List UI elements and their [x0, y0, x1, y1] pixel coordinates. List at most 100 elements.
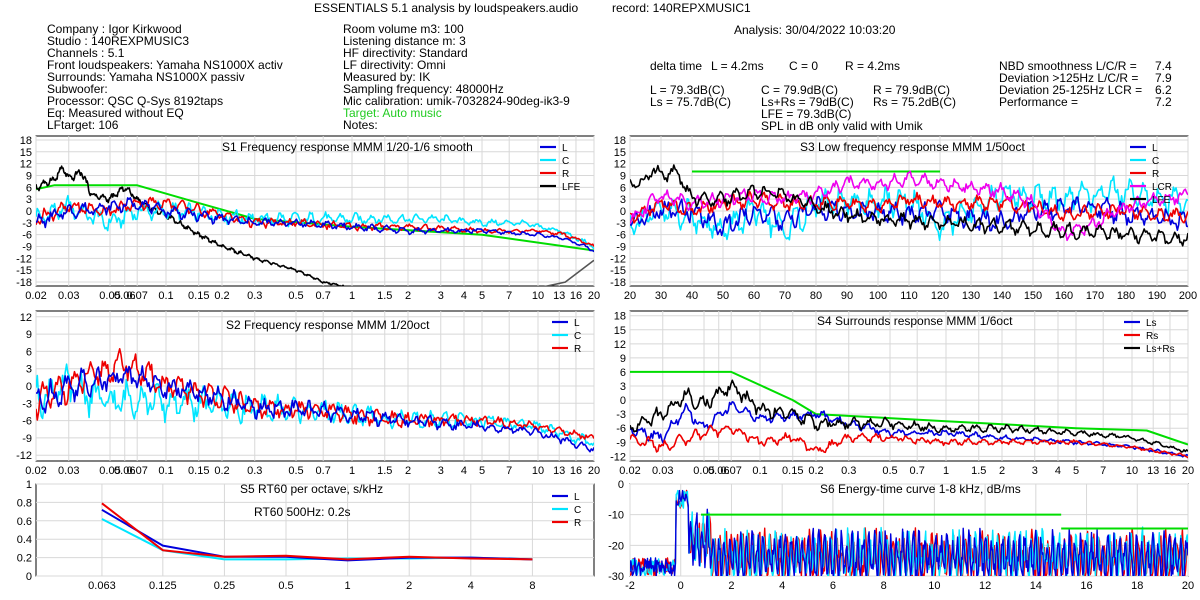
x-tick-label: 10: [532, 290, 544, 302]
y-tick-label: 15: [20, 147, 32, 159]
chart-title: S2 Frequency response MMM 1/20oct: [226, 318, 430, 332]
info-channels: Channels : 5.1: [47, 46, 125, 60]
x-tick-label: 3: [438, 465, 444, 477]
x-tick-label: 50: [717, 290, 729, 302]
x-tick-label: 0.15: [188, 465, 209, 477]
legend-label-C: C: [562, 156, 569, 167]
info-measured-by: Measured by: IK: [343, 70, 431, 84]
y-tick-label: 0: [26, 206, 32, 218]
x-tick-label: 10: [532, 465, 544, 477]
y-tick-label: 6: [26, 182, 32, 194]
y-tick-label: -9: [22, 433, 32, 445]
x-tick-label: 0.5: [278, 580, 293, 592]
y-tick-label: 12: [20, 159, 32, 171]
x-tick-label: 13: [1147, 465, 1159, 477]
series-L: [36, 197, 594, 253]
info-company: Company : Igor Kirkwood: [47, 22, 182, 36]
y-tick-label: -12: [610, 451, 626, 463]
x-tick-label: 0.15: [188, 290, 209, 302]
y-tick-label: 12: [20, 312, 32, 324]
x-tick-label: 0.125: [149, 580, 177, 592]
metric-dev125-label: Deviation >125Hz L/C/R =: [999, 71, 1139, 85]
y-tick-label: 3: [620, 194, 626, 206]
x-tick-label: 70: [779, 290, 791, 302]
spl-Ls: Ls = 75.7dB(C): [650, 95, 732, 109]
x-tick-label: 0.02: [25, 290, 46, 302]
info-studio: Studio : 140REXPMUSIC3: [47, 34, 190, 48]
x-tick-label: 4: [1055, 465, 1061, 477]
x-tick-label: 10: [928, 580, 940, 592]
y-tick-label: 18: [614, 311, 626, 323]
x-tick-label: 4: [461, 465, 467, 477]
legend-label-Ls: Ls: [1146, 318, 1157, 329]
legend-label-LCR: LCR: [1152, 182, 1172, 193]
series-L: [36, 365, 594, 453]
y-tick-label: -6: [22, 230, 32, 242]
x-tick-label: 0.06: [114, 465, 135, 477]
x-tick-label: 0.063: [88, 580, 116, 592]
x-tick-label: 1: [349, 465, 355, 477]
x-tick-label: 0.06: [708, 465, 729, 477]
plot-area: [101, 502, 533, 562]
y-tick-label: -3: [22, 398, 32, 410]
x-tick-label: 20: [1182, 465, 1194, 477]
info-mic-calibration: Mic calibration: umik-7032824-90deg-ik3-…: [343, 94, 570, 108]
metric-dev125-value: 7.9: [1155, 71, 1172, 85]
x-tick-label: 4: [468, 580, 474, 592]
x-tick-label: 30: [655, 290, 667, 302]
legend-label-LFE: LFE: [1152, 195, 1171, 206]
y-tick-label: 15: [614, 325, 626, 337]
y-tick-label: 3: [26, 194, 32, 206]
x-tick-label: 20: [588, 290, 600, 302]
x-tick-label: 2: [405, 465, 411, 477]
series-R: [36, 196, 594, 247]
legend-label-L: L: [562, 143, 568, 154]
x-tick-label: 1: [345, 580, 351, 592]
legend-label-C: C: [574, 331, 581, 342]
x-tick-label: 0.3: [841, 465, 856, 477]
y-tick-label: 0.8: [17, 497, 32, 509]
y-tick-label: 3: [26, 364, 32, 376]
x-tick-label: 14: [1030, 580, 1042, 592]
x-tick-label: 6: [830, 580, 836, 592]
analysis-date: Analysis: 30/04/2022 10:03:20: [734, 23, 896, 37]
x-tick-label: 0.02: [25, 465, 46, 477]
x-tick-label: 16: [1164, 465, 1176, 477]
x-tick-label: 13: [553, 465, 565, 477]
chart-S3: 20 30 40 50 60 70 80 90 100 110 120 130 140 150 160 170…: [610, 135, 1197, 302]
x-tick-label: 16: [1080, 580, 1092, 592]
legend-label-C: C: [1152, 156, 1159, 167]
y-tick-label: 6: [26, 346, 32, 358]
x-tick-label: 0.07: [126, 290, 147, 302]
spl-LsRs: Ls+Rs = 79dB(C): [761, 95, 854, 109]
x-tick-label: 18: [1131, 580, 1143, 592]
legend-label-Rs: Rs: [1146, 331, 1158, 342]
x-tick-label: 1: [349, 290, 355, 302]
info-sampling: Sampling frequency: 48000Hz: [343, 82, 504, 96]
series-R: [630, 190, 1188, 224]
x-tick-label: 110: [900, 290, 918, 302]
y-tick-label: 12: [614, 159, 626, 171]
y-tick-label: 15: [614, 147, 626, 159]
x-tick-label: 20: [624, 290, 636, 302]
x-tick-label: 0.5: [288, 290, 303, 302]
series-LCR: [630, 170, 1188, 242]
spl-L: L = 79.3dB(C): [650, 83, 725, 97]
legend-label-R: R: [574, 518, 581, 529]
x-tick-label: 0.7: [910, 465, 925, 477]
y-tick-label: -12: [16, 450, 32, 462]
x-tick-label: 16: [570, 465, 582, 477]
x-tick-label: 180: [1117, 290, 1135, 302]
x-tick-label: 3: [1032, 465, 1038, 477]
y-tick-label: -30: [608, 571, 624, 583]
x-tick-label: 0.07: [126, 465, 147, 477]
info-eq: Eq: Measured without EQ: [47, 106, 184, 120]
x-tick-label: 20: [588, 465, 600, 477]
x-tick-label: 60: [748, 290, 760, 302]
x-tick-label: 0.5: [288, 465, 303, 477]
metric-nbd-value: 7.4: [1155, 59, 1172, 73]
y-tick-label: 18: [614, 135, 626, 147]
y-tick-label: 1: [26, 479, 32, 491]
y-tick-label: -15: [610, 265, 626, 277]
